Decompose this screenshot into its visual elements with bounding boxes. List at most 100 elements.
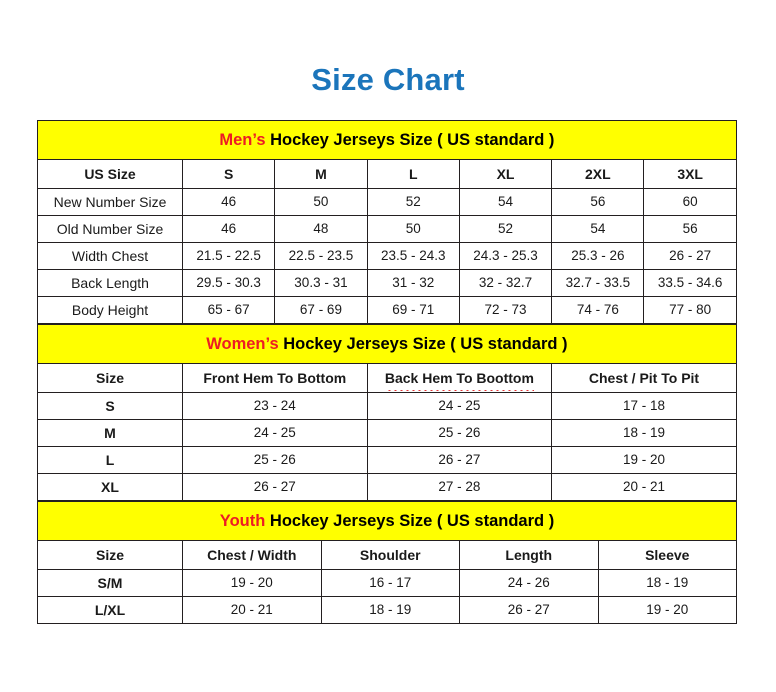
mens-size-table: Men’s Hockey Jerseys Size ( US standard … xyxy=(37,120,737,324)
womens-header-back-hem-to-bottom: Back Hem To Boottom xyxy=(366,363,553,393)
youth-section-banner: Youth Hockey Jerseys Size ( US standard … xyxy=(36,501,738,541)
womens-banner-rest: Hockey Jerseys Size ( US standard ) xyxy=(278,335,568,353)
cell-value: 23.5 - 24.3 xyxy=(366,242,460,270)
size-key-xl: XL xyxy=(37,473,183,501)
mens-header-s: S xyxy=(181,159,276,189)
table-row: Body Height 65 - 67 67 - 69 69 - 71 72 -… xyxy=(37,296,737,324)
cell-value: 65 - 67 xyxy=(181,296,276,324)
mens-banner-accent: Men’s xyxy=(219,131,266,149)
cell-value: 46 xyxy=(181,215,276,243)
cell-value: 25 - 26 xyxy=(366,419,553,447)
cell-value: 67 - 69 xyxy=(274,296,368,324)
cell-value: 77 - 80 xyxy=(643,296,737,324)
cell-value: 26 - 27 xyxy=(182,473,368,501)
cell-value: 56 xyxy=(551,188,645,216)
mens-section-banner: Men’s Hockey Jerseys Size ( US standard … xyxy=(37,120,737,160)
size-key-m: M xyxy=(37,419,183,447)
size-key-lxl: L/XL xyxy=(37,596,183,624)
size-key-sm: S/M xyxy=(37,569,183,597)
cell-value: 19 - 20 xyxy=(597,596,738,624)
womens-header-row: Size Front Hem To Bottom Back Hem To Boo… xyxy=(37,363,737,393)
mens-header-us-size: US Size xyxy=(37,159,183,189)
mens-header-l: L xyxy=(366,159,460,189)
table-row: S 23 - 24 24 - 25 17 - 18 xyxy=(37,392,737,420)
cell-value: 31 - 32 xyxy=(366,269,460,297)
cell-value: 23 - 24 xyxy=(182,392,368,420)
row-label-back-length: Back Length xyxy=(37,269,183,297)
cell-value: 17 - 18 xyxy=(551,392,737,420)
cell-value: 20 - 21 xyxy=(182,596,322,624)
mens-header-2xl: 2XL xyxy=(551,159,645,189)
table-row: Back Length 29.5 - 30.3 30.3 - 31 31 - 3… xyxy=(37,269,737,297)
mens-banner-cell: Men’s Hockey Jerseys Size ( US standard … xyxy=(37,120,737,160)
cell-value: 26 - 27 xyxy=(643,242,737,270)
table-row: L/XL 20 - 21 18 - 19 26 - 27 19 - 20 xyxy=(37,596,738,624)
size-tables-container: Men’s Hockey Jerseys Size ( US standard … xyxy=(36,120,738,624)
cell-value: 72 - 73 xyxy=(458,296,553,324)
cell-value: 74 - 76 xyxy=(551,296,645,324)
mens-header-m: M xyxy=(274,159,368,189)
misspelled-text: Back Hem To Boottom xyxy=(384,365,535,392)
size-key-s: S xyxy=(37,392,183,420)
youth-banner-rest: Hockey Jerseys Size ( US standard ) xyxy=(265,512,555,530)
cell-value: 50 xyxy=(366,215,460,243)
cell-value: 26 - 27 xyxy=(366,446,553,474)
youth-banner-cell: Youth Hockey Jerseys Size ( US standard … xyxy=(36,501,738,541)
womens-banner-cell: Women’s Hockey Jerseys Size ( US standar… xyxy=(37,324,737,364)
cell-value: 48 xyxy=(274,215,368,243)
cell-value: 50 xyxy=(274,188,368,216)
cell-value: 18 - 19 xyxy=(551,419,737,447)
youth-header-row: Size Chest / Width Shoulder Length Sleev… xyxy=(37,540,738,570)
cell-value: 16 - 17 xyxy=(320,569,460,597)
mens-header-xl: XL xyxy=(458,159,553,189)
cell-value: 56 xyxy=(643,215,737,243)
cell-value: 24 - 26 xyxy=(459,569,599,597)
table-row: Width Chest 21.5 - 22.5 22.5 - 23.5 23.5… xyxy=(37,242,737,270)
row-label-old-number-size: Old Number Size xyxy=(37,215,183,243)
womens-header-chest-pit-to-pit: Chest / Pit To Pit xyxy=(551,363,737,393)
cell-value: 24.3 - 25.3 xyxy=(458,242,553,270)
cell-value: 24 - 25 xyxy=(182,419,368,447)
cell-value: 26 - 27 xyxy=(459,596,599,624)
womens-size-table: Women’s Hockey Jerseys Size ( US standar… xyxy=(37,324,737,501)
youth-banner-accent: Youth xyxy=(219,512,266,530)
youth-header-shoulder: Shoulder xyxy=(320,540,460,570)
cell-value: 22.5 - 23.5 xyxy=(274,242,368,270)
mens-header-3xl: 3XL xyxy=(643,159,737,189)
cell-value: 19 - 20 xyxy=(182,569,322,597)
cell-value: 25.3 - 26 xyxy=(551,242,645,270)
cell-value: 19 - 20 xyxy=(551,446,737,474)
cell-value: 30.3 - 31 xyxy=(274,269,368,297)
row-label-new-number-size: New Number Size xyxy=(37,188,183,216)
cell-value: 18 - 19 xyxy=(597,569,738,597)
page-title: Size Chart xyxy=(311,62,465,97)
cell-value: 29.5 - 30.3 xyxy=(181,269,276,297)
womens-header-size: Size xyxy=(37,363,183,393)
youth-header-chest-width: Chest / Width xyxy=(182,540,322,570)
cell-value: 24 - 25 xyxy=(366,392,553,420)
table-row: New Number Size 46 50 52 54 56 60 xyxy=(37,188,737,216)
youth-header-length: Length xyxy=(459,540,599,570)
table-row: Old Number Size 46 48 50 52 54 56 xyxy=(37,215,737,243)
cell-value: 33.5 - 34.6 xyxy=(643,269,737,297)
table-row: XL 26 - 27 27 - 28 20 - 21 xyxy=(37,473,737,501)
cell-value: 21.5 - 22.5 xyxy=(181,242,276,270)
cell-value: 46 xyxy=(181,188,276,216)
table-row: M 24 - 25 25 - 26 18 - 19 xyxy=(37,419,737,447)
womens-banner-accent: Women’s xyxy=(206,335,279,353)
cell-value: 60 xyxy=(643,188,737,216)
row-label-width-chest: Width Chest xyxy=(37,242,183,270)
cell-value: 52 xyxy=(458,215,553,243)
row-label-body-height: Body Height xyxy=(37,296,183,324)
youth-header-sleeve: Sleeve xyxy=(597,540,738,570)
table-row: L 25 - 26 26 - 27 19 - 20 xyxy=(37,446,737,474)
youth-header-size: Size xyxy=(37,540,183,570)
cell-value: 18 - 19 xyxy=(320,596,460,624)
mens-banner-rest: Hockey Jerseys Size ( US standard ) xyxy=(265,131,555,149)
womens-section-banner: Women’s Hockey Jerseys Size ( US standar… xyxy=(37,324,737,364)
youth-size-table: Youth Hockey Jerseys Size ( US standard … xyxy=(36,501,738,624)
cell-value: 32 - 32.7 xyxy=(458,269,553,297)
table-row: S/M 19 - 20 16 - 17 24 - 26 18 - 19 xyxy=(37,569,738,597)
mens-header-row: US Size S M L XL 2XL 3XL xyxy=(37,159,737,189)
